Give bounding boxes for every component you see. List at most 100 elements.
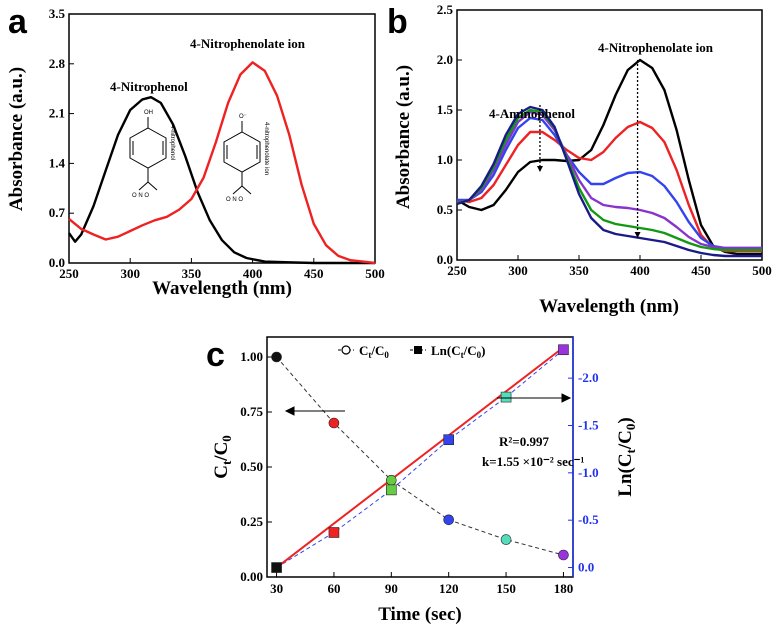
right-arrow-head-icon	[561, 393, 572, 403]
panel-c-ylabel-right: Ln(Ct/C0)	[615, 417, 638, 496]
panel-a-annotation-nitrophenol: 4-Nitrophenol	[110, 79, 188, 94]
panel-c-ct-point	[386, 474, 397, 486]
nitrophenolate-o-text: O⁻	[239, 114, 247, 120]
panel-c-axis-arrows	[284, 393, 572, 416]
panel-b-xtick-label: 300	[508, 263, 528, 278]
panel-c-ytick-right-label: -1.5	[578, 417, 599, 432]
nitrophenol-no2-text: O N O	[132, 193, 149, 199]
left-arrow-head-icon	[284, 406, 295, 416]
panel-a-annotation-nitrophenolate: 4-Nitrophenolate ion	[190, 36, 306, 51]
panel-b-ytick-label: 1.0	[437, 152, 453, 167]
panel-b-annotation-nitrophenolate: 4-Nitrophenolate ion	[598, 40, 714, 55]
panel-b-series-line-3	[457, 116, 762, 250]
panel-c-ytick-label: 1.00	[240, 349, 263, 364]
panel-c-xtick-label: 120	[439, 581, 459, 596]
panel-c-xtick-label: 90	[385, 581, 398, 596]
panel-a-xtick-label: 400	[243, 266, 263, 281]
panel-b-annotation-aminophenol: 4-Aminophenol	[489, 106, 575, 121]
panel-b-peak-arrow-icon	[536, 166, 543, 172]
panel-b-plot-frame	[456, 9, 763, 261]
panel-a-ytick-label: 2.1	[49, 106, 65, 121]
panel-b-series-line-4	[456, 110, 762, 250]
panel-c-ytick-label: 0.75	[240, 404, 263, 419]
panel-c-ct-point	[500, 534, 512, 545]
panel-c-r2-text: R²=0.997	[499, 434, 549, 449]
panel-c-ytick-right-label: 0.0	[578, 560, 594, 575]
panel-a-ytick-label: 0.0	[49, 255, 65, 270]
panel-c-ct-point	[328, 417, 340, 429]
panel-b-xlabel: Wavelength (nm)	[539, 296, 679, 317]
panel-a-xtick-label: 300	[120, 266, 140, 281]
panel-c-k-text: k=1.55 ×10⁻² sec⁻¹	[482, 454, 585, 469]
panel-b-ytick-label: 0.0	[437, 252, 453, 267]
panel-b-curves	[456, 58, 762, 258]
panel-a-xtick-label: 450	[304, 266, 324, 281]
panel-c-ln-point	[386, 484, 397, 496]
panel-b-ytick-label: 1.5	[437, 102, 454, 117]
panel-b-ticks: 250 300 350 400 450 500 0.0 0.5 1.0 1.5 2.0 2.5	[437, 2, 772, 278]
panel-b-ytick-label: 2.0	[437, 52, 453, 67]
panel-a-ticks: 250 300 350 400 450 500 0.0 0.7 1.4 2.1 2.8 3.5	[49, 6, 385, 281]
panel-c-ct-point	[558, 549, 569, 561]
panel-a-xtick-label: 500	[365, 266, 385, 281]
panel-c-legend: Ct/C0 Ln(Ct/C0)	[338, 343, 485, 360]
panel-a: a 250 300 350 400 450 500 0.0 0.7 1.4 2.1 2.8 3.5 4…	[6, 3, 385, 299]
panel-b-xtick-label: 350	[569, 263, 589, 278]
panel-c-ytick-label: 0.50	[240, 459, 263, 474]
panel-b: b 250 300 350 400 450 500 0.0 0.5 1.0 1.5 2.0 2.5 4…	[387, 2, 772, 317]
panel-a-series-line-2	[68, 61, 376, 265]
panel-c-ln-point	[558, 344, 569, 356]
panel-a-letter: a	[8, 3, 28, 41]
panel-b-series-line-1	[456, 58, 762, 256]
panel-c-ytick-label: 0.25	[240, 514, 263, 529]
nitrophenol-structure-icon	[129, 117, 167, 191]
panel-c-ytick-right-label: -2.0	[578, 370, 599, 385]
panel-b-xtick-label: 250	[447, 263, 467, 278]
panel-c-ct-point	[271, 351, 282, 363]
nitrophenolate-structure-label: 4-nitrophenolate ion	[263, 122, 269, 175]
panel-a-ytick-label: 2.8	[49, 56, 66, 71]
panel-c-ylabel: Ct/C0	[211, 435, 234, 479]
panel-c-ytick-label: 0.00	[240, 569, 263, 584]
panel-c-ln-point	[271, 562, 282, 573]
legend-circle-marker	[341, 345, 351, 355]
panel-c-ytick-right-label: -0.5	[578, 512, 599, 527]
panel-c-xlabel: Time (sec)	[378, 604, 462, 625]
panel-a-xtick-label: 250	[59, 266, 79, 281]
panel-b-ytick-label: 0.5	[437, 202, 454, 217]
panel-c-xtick-label: 60	[327, 581, 340, 596]
panel-c-ticks: 30 60 90 120 150 180 0.00 0.25 0.50 0.75 1.00 0.0 -0…	[240, 337, 599, 596]
panel-c-ln-point	[500, 391, 512, 403]
panel-a-plot-frame	[68, 13, 376, 264]
panel-a-ytick-label: 0.7	[49, 205, 66, 220]
nitrophenol-structure-label: 4-nitrophenol	[169, 125, 175, 160]
panel-c-ln-point	[443, 434, 454, 445]
legend-square-marker	[414, 346, 422, 354]
panel-c-ytick-right-label: -1.0	[578, 465, 599, 480]
panel-b-series-line-6	[456, 105, 762, 258]
panel-c-fit-line	[275, 346, 565, 569]
panel-b-peak-markers	[536, 60, 641, 238]
panel-b-xtick-label: 450	[691, 263, 711, 278]
panel-a-curves	[68, 61, 376, 265]
panel-c-xtick-label: 180	[554, 581, 574, 596]
nitrophenolate-no2-text: O N O	[226, 197, 243, 203]
panel-c-ct-guide-line	[276, 356, 564, 556]
panel-a-ytick-label: 3.5	[49, 6, 66, 21]
panel-c-ln-point	[328, 527, 340, 538]
panel-c-letter: c	[206, 336, 225, 374]
panel-c-ct-point	[443, 514, 454, 526]
nitrophenol-oh-text: OH	[144, 110, 153, 116]
panel-b-xtick-label: 500	[752, 263, 772, 278]
panel-c-xtick-label: 30	[270, 581, 283, 596]
panel-a-xlabel: Wavelength (nm)	[152, 278, 292, 299]
legend-label-ct: Ct/C0	[359, 343, 389, 360]
panel-b-series-line-5	[456, 108, 762, 252]
panel-b-letter: b	[387, 3, 408, 41]
panel-b-xtick-label: 400	[630, 263, 650, 278]
panel-a-xtick-label: 350	[182, 266, 202, 281]
legend-label-ln: Ln(Ct/C0)	[431, 343, 485, 360]
panel-a-series-line-1	[68, 95, 375, 265]
panel-c-data	[271, 344, 569, 573]
